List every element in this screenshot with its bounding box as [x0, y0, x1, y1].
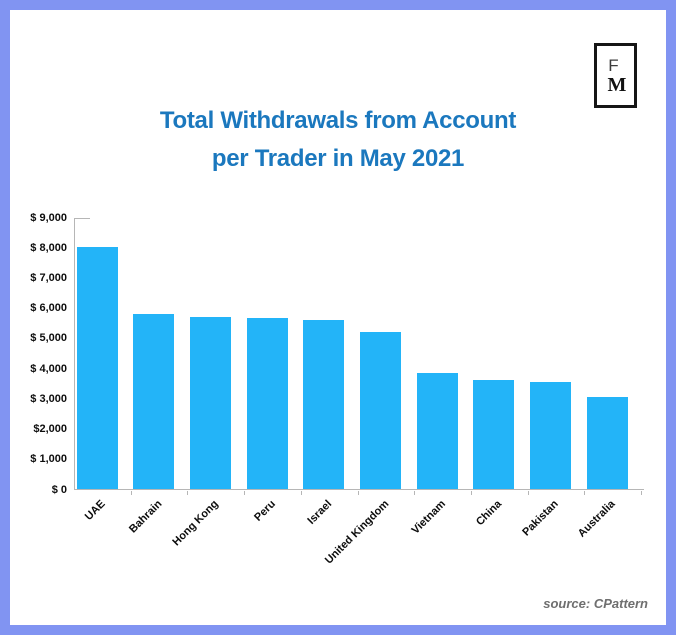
bar-china [473, 380, 515, 489]
bar-bahrain [133, 314, 175, 489]
y-axis-label: $ 9,000 [30, 211, 67, 224]
chart-title-line1: Total Withdrawals from Account [159, 107, 517, 134]
x-axis-label: China [474, 498, 505, 529]
bar-uae [76, 247, 118, 489]
bar-pakistan [530, 382, 572, 489]
x-axis-label: UAE [82, 498, 108, 523]
x-axis-tick [357, 491, 359, 495]
x-axis-tick [584, 491, 586, 495]
y-axis-label: $ 0 [51, 483, 67, 496]
x-axis-tick [414, 491, 416, 495]
x-axis-label: Australia [576, 498, 618, 540]
bar-australia [586, 397, 628, 489]
fm-logo-letter-m: M [607, 73, 627, 96]
bar-peru [246, 318, 288, 489]
fm-logo-letter-f: F [608, 55, 619, 75]
x-axis-tick [187, 491, 189, 495]
x-axis-label: Hong Kong [170, 498, 221, 549]
x-axis-label: Peru [251, 498, 278, 524]
chart-title: Total Withdrawals from Account per Trade… [10, 102, 666, 178]
x-axis-label: Bahrain [126, 498, 165, 536]
chart-title-line2: per Trader in May 2021 [211, 145, 465, 172]
x-axis-tick [641, 491, 642, 495]
x-axis-tick [244, 491, 246, 495]
x-axis-label: United Kingdom [322, 498, 391, 567]
plot-area [74, 218, 644, 490]
bar-israel [303, 320, 345, 489]
x-axis-label: Israel [305, 498, 335, 527]
y-axis-label: $ 4,000 [30, 362, 67, 375]
source-credit: source: CPattern [543, 596, 648, 611]
y-axis-label: $ 1,000 [30, 453, 67, 466]
bar-united-kingdom [360, 332, 401, 489]
y-axis-label: $ 5,000 [30, 332, 67, 345]
bar-hong-kong [189, 317, 231, 489]
x-axis-label: Pakistan [520, 498, 562, 539]
bar-chart: $ 9,000 $ 8,000 $ 7,000 $ 6,000 $ 5,000 $ 4,0… [10, 10, 666, 625]
y-axis-label: $ 7,000 [30, 271, 67, 284]
bar-vietnam [416, 373, 458, 489]
x-axis-tick [470, 491, 472, 495]
y-axis-top-tick [75, 218, 90, 219]
y-axis-label: $ 8,000 [30, 241, 67, 254]
x-axis-tick [300, 491, 302, 495]
y-axis-label: $ 3,000 [30, 392, 67, 405]
x-axis-tick [130, 491, 132, 495]
y-axis-label: $ 6,000 [30, 302, 67, 315]
fm-logo: F M [594, 43, 637, 108]
x-axis-tick [527, 491, 529, 495]
x-axis-label: Vietnam [409, 498, 448, 537]
y-axis-label: $2,000 [33, 423, 67, 436]
